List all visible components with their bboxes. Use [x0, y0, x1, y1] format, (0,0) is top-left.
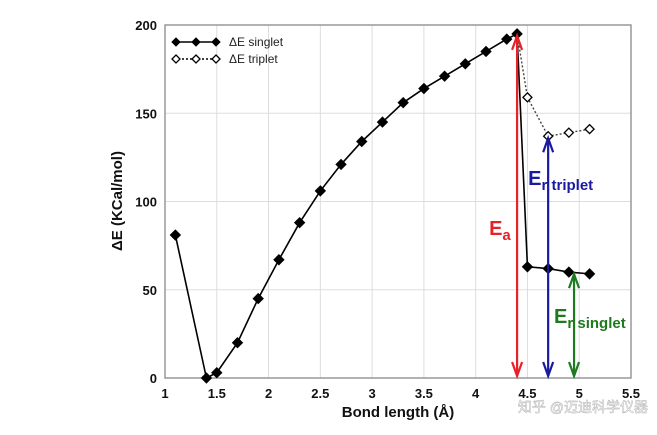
x-tick-label: 1.5 — [208, 386, 226, 401]
annotation-subscript: r singlet — [567, 315, 625, 332]
singlet-point — [200, 372, 213, 384]
singlet-point — [356, 135, 368, 148]
x-tick-label: 1 — [161, 386, 168, 401]
annotation-subscript: r triplet — [541, 177, 593, 194]
y-tick-label: 0 — [150, 371, 157, 386]
legend-marker — [211, 54, 221, 64]
x-tick-label: 4.5 — [518, 386, 536, 401]
legend-marker — [191, 54, 201, 64]
singlet-point — [252, 292, 264, 305]
annotation-arrowhead-top — [542, 134, 555, 153]
singlet-point — [438, 70, 451, 82]
ticks: 1 1.5 2 2.5 3 3.5 4 4.5 5 5.5 0 50 100 150 200 — [135, 18, 640, 401]
annotation-label: Er singlet — [554, 306, 626, 332]
legend-marker — [171, 37, 181, 47]
singlet-line — [174, 32, 590, 380]
singlet-point — [397, 96, 409, 109]
singlet-point — [231, 336, 244, 349]
legend-marker — [211, 37, 221, 47]
y-tick-label: 100 — [135, 195, 157, 210]
annotation-symbol: E — [489, 218, 502, 240]
legend-marker — [191, 37, 201, 47]
y-tick-label: 50 — [143, 283, 157, 298]
singlet-point — [335, 158, 347, 171]
triplet-line — [516, 33, 590, 137]
watermark: 知乎 @迈迪科学仪器 — [518, 399, 648, 415]
singlet-point — [211, 366, 223, 379]
x-axis-label: Bond length (Å) — [342, 404, 454, 421]
legend-label: ΔE triplet — [229, 52, 278, 66]
series — [169, 28, 596, 384]
legend: ΔE singlet ΔE triplet — [171, 35, 284, 66]
singlet-point — [314, 185, 327, 197]
singlet-point — [521, 261, 534, 273]
y-axis-label: ΔE (KCal/mol) — [109, 151, 126, 251]
annotation-arrowhead-bottom — [542, 361, 555, 380]
singlet-point — [501, 33, 513, 45]
y-tick-label: 200 — [135, 18, 157, 33]
annotation-symbol: E — [528, 168, 541, 190]
triplet-point — [563, 127, 575, 139]
plot-border — [164, 24, 632, 379]
singlet-point — [418, 82, 430, 95]
singlet-point — [480, 45, 492, 58]
y-tick-label: 150 — [135, 106, 157, 121]
annotation-arrowhead-bottom — [568, 361, 581, 380]
singlet-point — [583, 268, 596, 280]
annotation-label: Ea — [489, 218, 511, 244]
x-tick-label: 4 — [472, 386, 480, 401]
singlet-point — [459, 58, 472, 70]
triplet-point — [522, 91, 533, 103]
x-tick-label: 3.5 — [415, 386, 433, 401]
singlet-point — [169, 229, 182, 241]
annotation-symbol: E — [554, 306, 567, 328]
legend-label: ΔE singlet — [229, 35, 284, 49]
legend-marker — [171, 54, 181, 64]
annotation-arrowhead-top — [511, 32, 524, 51]
x-tick-label: 2.5 — [311, 386, 329, 401]
singlet-point — [293, 216, 306, 229]
x-tick-label: 2 — [265, 386, 272, 401]
singlet-point — [273, 254, 285, 266]
singlet-point — [376, 116, 389, 128]
annotation-label: Er triplet — [528, 168, 593, 194]
singlet-point — [563, 266, 575, 278]
annotation-arrowhead-top — [568, 270, 581, 289]
annotation-subscript: a — [502, 227, 511, 244]
triplet-point — [584, 123, 595, 135]
annotation-arrowhead-bottom — [511, 361, 524, 380]
x-tick-label: 3 — [368, 386, 375, 401]
x-tick-label: 5.5 — [622, 386, 640, 401]
x-tick-label: 5 — [576, 386, 583, 401]
